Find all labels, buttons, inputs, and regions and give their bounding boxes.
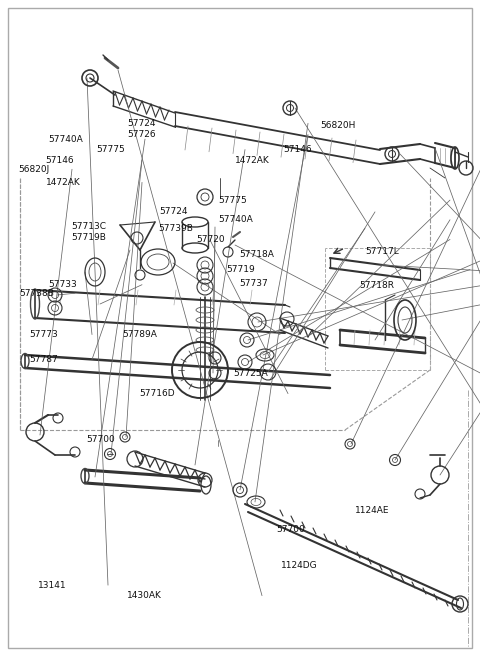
Text: 57726: 57726 <box>127 130 156 139</box>
Text: 56820J: 56820J <box>18 165 49 174</box>
Text: 57713C: 57713C <box>71 222 106 232</box>
Text: 1430AK: 1430AK <box>127 591 162 600</box>
Text: 57718R: 57718R <box>359 281 394 290</box>
Text: 56820H: 56820H <box>321 121 356 131</box>
Text: 57773: 57773 <box>29 330 58 339</box>
Text: 57775: 57775 <box>218 195 247 205</box>
Text: 57716D: 57716D <box>139 389 175 398</box>
Text: 57738B: 57738B <box>19 289 54 298</box>
Text: 57740A: 57740A <box>218 215 253 224</box>
Text: 57719: 57719 <box>227 265 255 274</box>
Text: 57740A: 57740A <box>48 134 83 144</box>
Text: 57724: 57724 <box>159 207 188 216</box>
Text: 57146: 57146 <box>46 155 74 165</box>
Text: 57733: 57733 <box>48 280 77 289</box>
Text: 57717L: 57717L <box>365 247 398 256</box>
Text: 57700: 57700 <box>276 525 305 534</box>
Text: 57146: 57146 <box>283 145 312 154</box>
Text: 57787: 57787 <box>29 355 58 364</box>
Text: 57700: 57700 <box>86 435 115 444</box>
Text: 57725A: 57725A <box>233 369 267 379</box>
Text: 57789A: 57789A <box>122 330 157 339</box>
Text: 1124DG: 1124DG <box>281 561 317 570</box>
Text: 13141: 13141 <box>38 581 67 590</box>
Text: 57775: 57775 <box>96 145 125 154</box>
Text: 57718A: 57718A <box>239 250 274 259</box>
Text: 57719B: 57719B <box>71 233 106 242</box>
Text: 57724: 57724 <box>127 119 156 128</box>
Text: 57720: 57720 <box>196 235 225 244</box>
Text: 57737: 57737 <box>239 279 268 288</box>
Text: 57739B: 57739B <box>158 224 193 233</box>
Text: 1472AK: 1472AK <box>46 178 80 187</box>
Text: 1124AE: 1124AE <box>355 506 390 515</box>
Text: 1472AK: 1472AK <box>235 155 270 165</box>
